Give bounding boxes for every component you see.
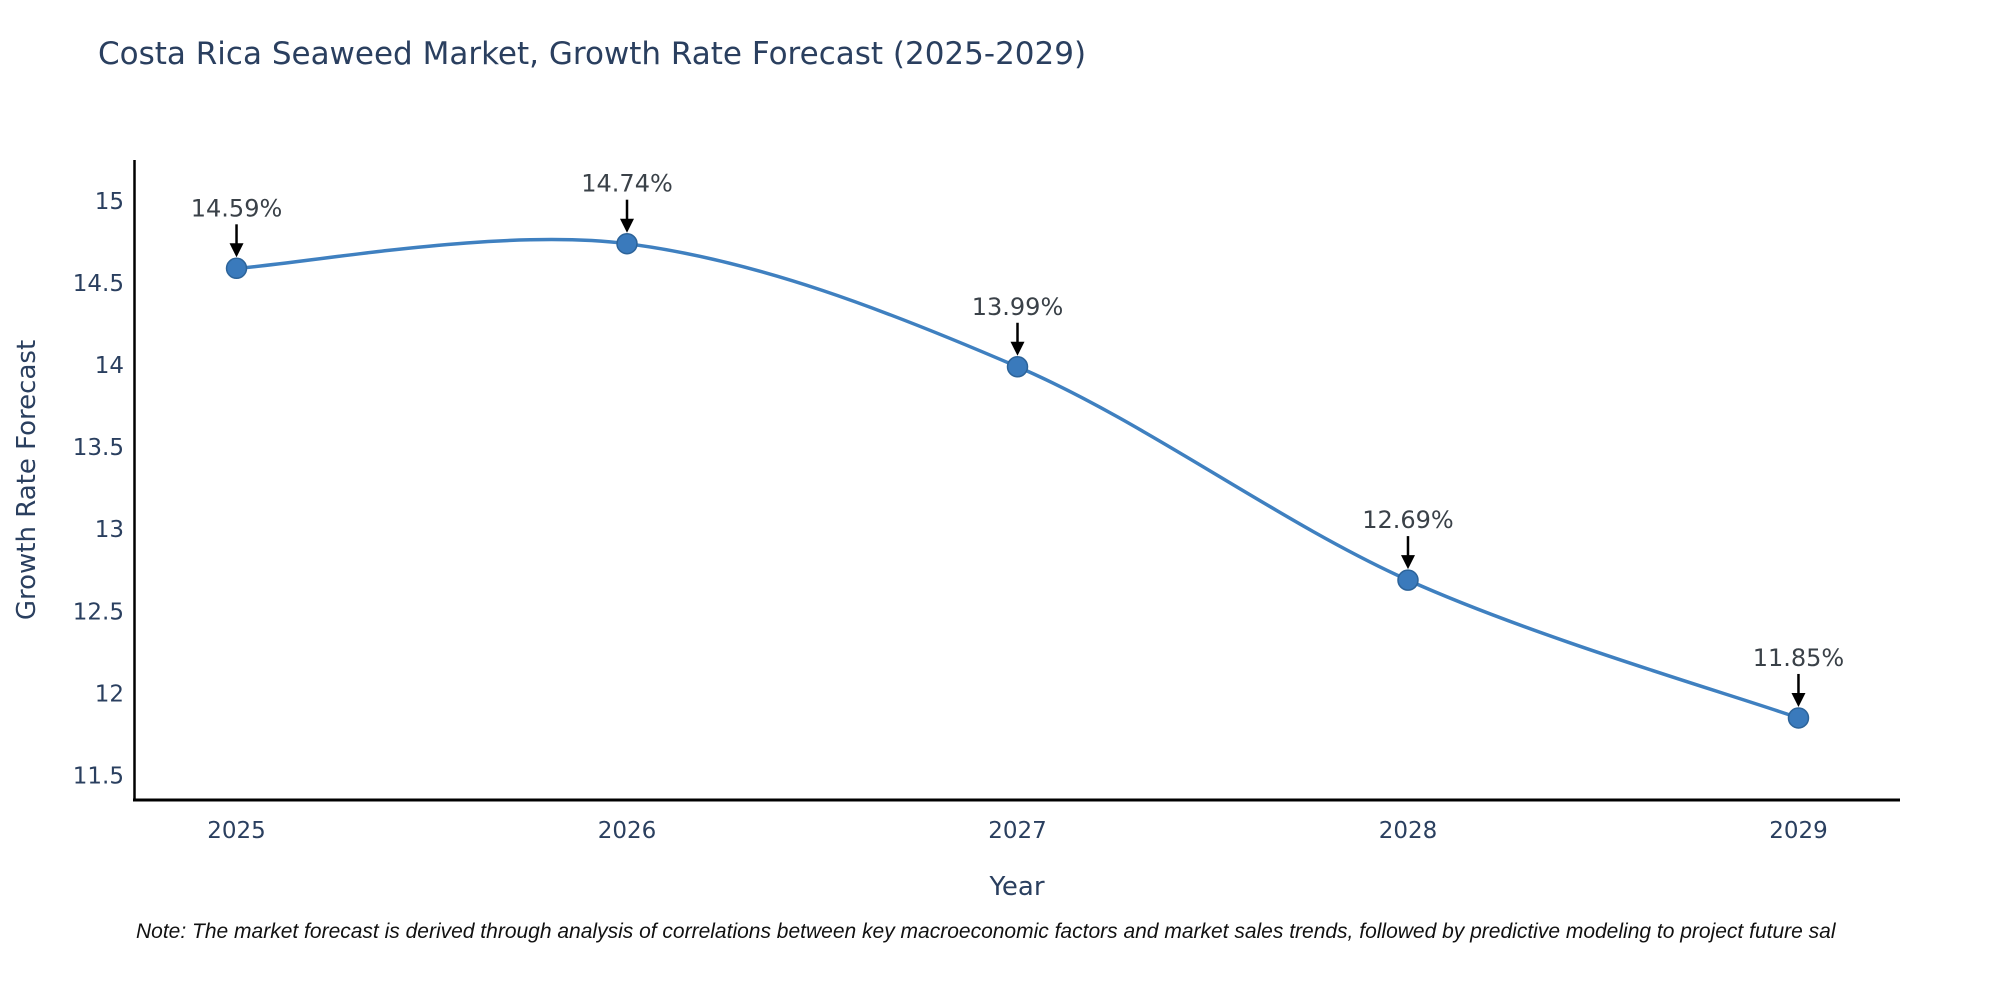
x-tick-label: 2027 [988, 818, 1047, 844]
point-value-label: 13.99% [972, 293, 1064, 321]
annotation-arrowhead-icon [1400, 555, 1415, 570]
y-tick-label: 14.5 [73, 271, 124, 297]
x-axis-title: Year [989, 872, 1045, 902]
data-point-marker [1787, 707, 1810, 729]
annotation-arrowhead-icon [229, 243, 244, 258]
footnote: Note: The market forecast is derived thr… [136, 920, 1836, 943]
x-tick-label: 2028 [1379, 818, 1438, 844]
y-tick-label: 13 [95, 517, 124, 543]
y-tick-labels: 11.5 12 12.5 13 13.5 14 14.5 15 [73, 189, 124, 789]
chart-title: Costa Rica Seaweed Market, Growth Rate F… [98, 36, 1087, 72]
data-point-marker [616, 232, 638, 255]
data-point-marker [1006, 356, 1029, 378]
x-tick-label: 2029 [1769, 818, 1828, 844]
data-point-marker [1397, 569, 1419, 591]
annotations: 14.59% 14.74% 13.99% 12.69% 11.85% [191, 170, 1844, 707]
y-tick-label: 13.5 [73, 435, 124, 461]
point-value-label: 14.59% [191, 194, 283, 222]
y-tick-label: 12 [95, 681, 124, 707]
annotation-arrowhead-icon [1010, 341, 1025, 356]
data-point-marker [225, 257, 248, 280]
point-value-label: 11.85% [1753, 644, 1845, 672]
annotation-arrowhead-icon [1791, 692, 1806, 707]
point-value-label: 14.74% [581, 170, 673, 198]
y-tick-label: 15 [95, 189, 124, 215]
annotation-arrowhead-icon [620, 218, 635, 233]
x-tick-label: 2026 [598, 818, 657, 844]
y-tick-label: 14 [95, 353, 124, 379]
y-tick-label: 11.5 [73, 763, 124, 789]
y-tick-label: 12.5 [73, 599, 124, 625]
axes [133, 160, 1900, 802]
point-value-label: 12.69% [1362, 506, 1454, 534]
x-tick-labels: 2025 2026 2027 2028 2029 [207, 818, 1827, 844]
x-tick-label: 2025 [207, 818, 266, 844]
data-points [225, 232, 1810, 729]
